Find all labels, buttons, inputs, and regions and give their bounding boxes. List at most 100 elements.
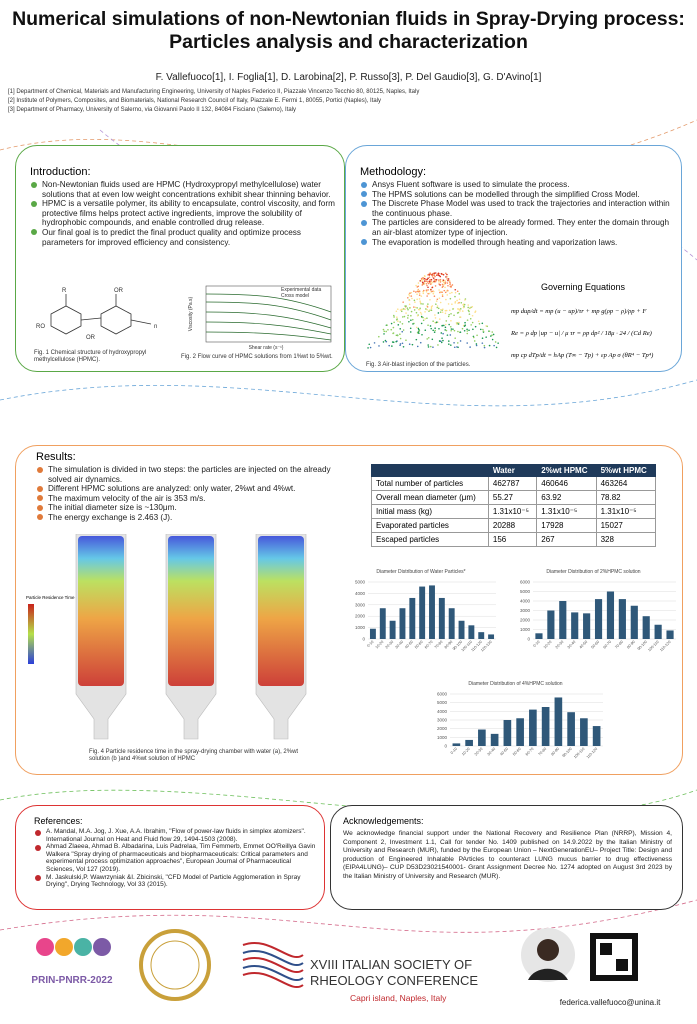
particle (433, 272, 436, 274)
bar (666, 630, 674, 639)
caption: Fig. 2 Flow curve of HPMC solutions from… (181, 354, 333, 360)
particle (378, 335, 380, 338)
particle (429, 283, 432, 285)
reference-list: A. Mandal, M.A. Jog, J. Xue, A.A. Ibrahi… (34, 828, 316, 889)
bar (458, 620, 465, 639)
bar (654, 624, 662, 639)
y-tick-label: 0 (444, 744, 447, 749)
particle (426, 309, 428, 311)
particle (466, 319, 469, 321)
y-tick-label: 1000 (520, 627, 531, 632)
particle (385, 340, 388, 343)
caption: Fig. 3 Air-blast injection of the partic… (366, 362, 471, 368)
particle (421, 284, 424, 286)
bullet: The Discrete Phase Model was used to tra… (361, 199, 673, 218)
particle (420, 322, 423, 325)
particle (424, 329, 427, 332)
particle (483, 346, 486, 349)
y-tick-label: 3000 (437, 718, 448, 723)
particle (466, 342, 468, 344)
particle (423, 280, 426, 282)
bar (618, 599, 626, 639)
particle (491, 331, 494, 333)
particle (436, 305, 439, 307)
particle (459, 308, 462, 310)
svg-text:RO: RO (36, 324, 45, 330)
air-blast-injection (366, 268, 506, 360)
x-tick-label: 90-100 (562, 747, 573, 758)
particle (393, 314, 395, 317)
particle (418, 298, 421, 300)
particle (441, 280, 444, 283)
particle (463, 305, 465, 308)
particle (430, 288, 432, 291)
particle (466, 332, 469, 335)
particle (430, 307, 433, 309)
particle (454, 337, 456, 339)
particle (425, 278, 427, 281)
particle (430, 280, 432, 283)
particle (429, 278, 431, 281)
particle (438, 279, 440, 281)
particle (422, 292, 425, 295)
bullet-list: Non-Newtonian fluids used are HPMC (Hydr… (30, 180, 336, 247)
conference-title: XVIII ITALIAN SOCIETY OF RHEOLOGY CONFER… (310, 957, 478, 988)
particle (444, 282, 447, 285)
y-tick-label: 6000 (520, 580, 531, 585)
particle (434, 329, 437, 332)
bullet: Ahmad Zlaeea, Ahmad B. Albadarina, Luis … (35, 843, 316, 873)
bar (478, 632, 485, 639)
particle (447, 315, 450, 318)
particle (390, 328, 393, 331)
particle (438, 327, 440, 330)
particle (451, 291, 453, 294)
particle (378, 345, 380, 347)
particle (468, 310, 470, 313)
particle (417, 290, 420, 293)
particle (454, 288, 457, 291)
particle (495, 346, 498, 349)
particle (448, 323, 450, 326)
bar (630, 605, 638, 639)
particle (458, 321, 460, 324)
particle (382, 328, 385, 331)
particle (425, 308, 427, 310)
particle (425, 290, 428, 293)
particle (449, 344, 452, 346)
bar (554, 697, 563, 746)
particle (446, 273, 448, 276)
particle (472, 336, 475, 339)
residence-time-figure: Particle Residence Time (26, 534, 307, 740)
particle (411, 318, 414, 321)
particle (416, 286, 419, 288)
particle (432, 292, 435, 295)
particle (413, 309, 416, 311)
bar (529, 709, 537, 746)
particles (168, 536, 214, 686)
particle (403, 315, 406, 318)
particle (435, 303, 437, 305)
particle (432, 329, 434, 332)
particle (417, 289, 420, 291)
particle (458, 293, 461, 295)
particle (392, 326, 395, 329)
cell: 328 (595, 532, 657, 547)
particle (443, 324, 445, 327)
particle (416, 293, 418, 296)
chart-title: Diameter Distribution of 2%HPMC solution (546, 569, 640, 575)
particle (416, 314, 419, 317)
x-tick-label: 50-60 (591, 640, 601, 650)
particle (410, 319, 412, 322)
colorbar (28, 604, 34, 664)
x-tick-label: 60-70 (602, 640, 612, 650)
particle (432, 320, 434, 323)
particle (469, 346, 471, 348)
particle (446, 334, 449, 336)
particle (453, 314, 455, 317)
particle (393, 321, 395, 324)
particle (490, 335, 492, 337)
bullet: The evaporation is modelled through heat… (361, 238, 673, 248)
particle (433, 331, 436, 334)
particle (445, 320, 448, 322)
particle (481, 337, 484, 340)
